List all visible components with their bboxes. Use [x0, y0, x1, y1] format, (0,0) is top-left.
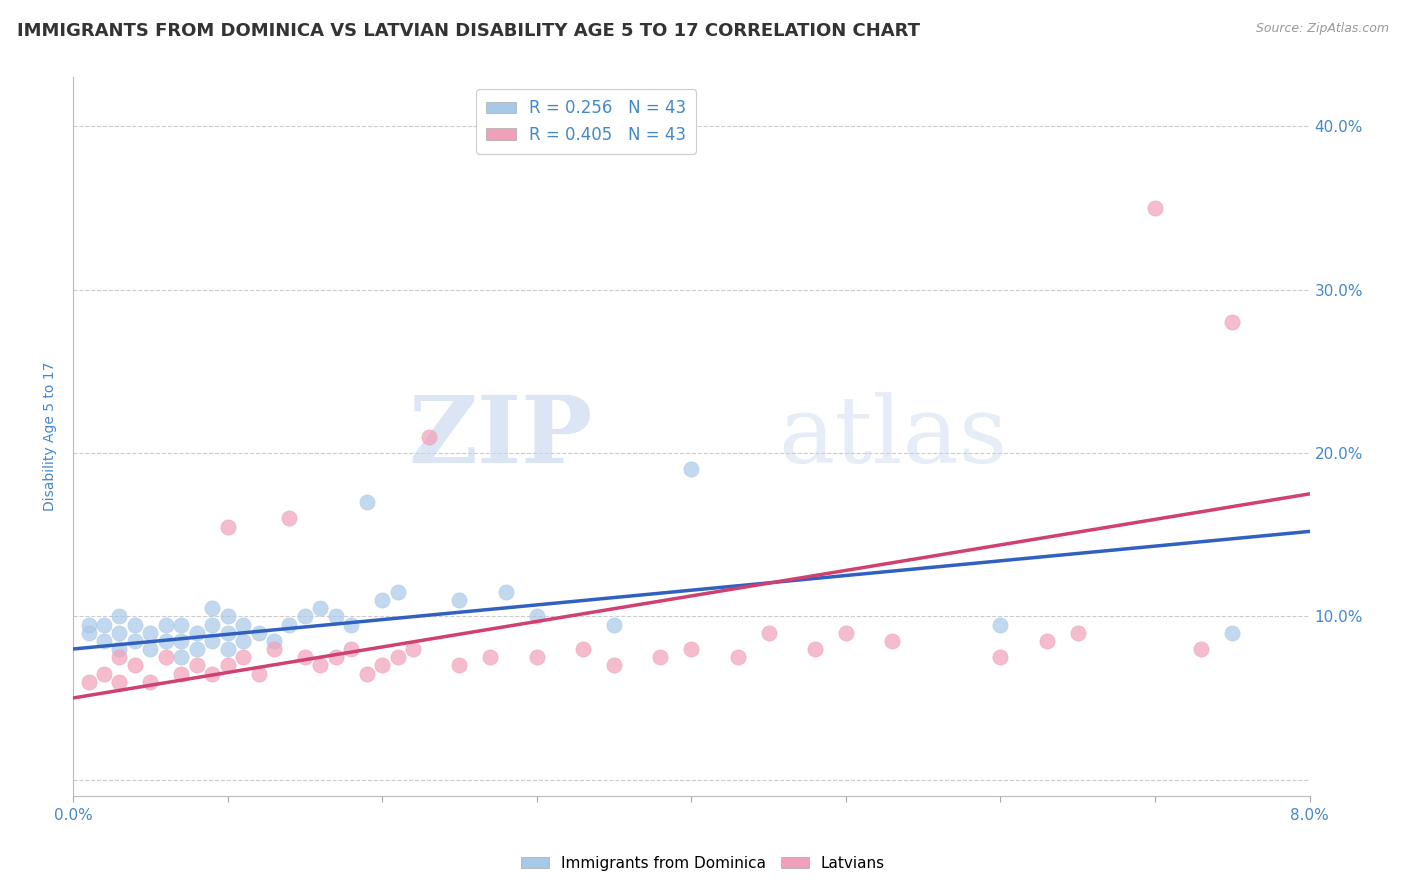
Legend: R = 0.256   N = 43, R = 0.405   N = 43: R = 0.256 N = 43, R = 0.405 N = 43 — [477, 89, 696, 153]
Point — [170, 633, 193, 648]
Point — [124, 617, 146, 632]
Point — [309, 658, 332, 673]
Point — [108, 609, 131, 624]
Point — [495, 585, 517, 599]
Point — [449, 593, 471, 607]
Point — [108, 625, 131, 640]
Point — [232, 650, 254, 665]
Point — [77, 625, 100, 640]
Point — [170, 650, 193, 665]
Point — [77, 617, 100, 632]
Point — [387, 585, 409, 599]
Point — [727, 650, 749, 665]
Point — [1189, 642, 1212, 657]
Point — [186, 625, 208, 640]
Point — [139, 625, 162, 640]
Point — [356, 495, 378, 509]
Point — [526, 650, 548, 665]
Point — [93, 633, 115, 648]
Point — [201, 617, 224, 632]
Point — [1036, 633, 1059, 648]
Point — [108, 642, 131, 657]
Point — [572, 642, 595, 657]
Point — [155, 633, 177, 648]
Point — [186, 658, 208, 673]
Point — [124, 658, 146, 673]
Point — [217, 642, 239, 657]
Point — [882, 633, 904, 648]
Point — [681, 462, 703, 476]
Point — [603, 658, 626, 673]
Point — [201, 666, 224, 681]
Point — [217, 625, 239, 640]
Point — [294, 609, 316, 624]
Point — [278, 617, 301, 632]
Point — [356, 666, 378, 681]
Point — [340, 642, 363, 657]
Point — [990, 617, 1012, 632]
Point — [139, 642, 162, 657]
Text: IMMIGRANTS FROM DOMINICA VS LATVIAN DISABILITY AGE 5 TO 17 CORRELATION CHART: IMMIGRANTS FROM DOMINICA VS LATVIAN DISA… — [17, 22, 920, 40]
Point — [108, 674, 131, 689]
Point — [603, 617, 626, 632]
Point — [449, 658, 471, 673]
Point — [681, 642, 703, 657]
Point — [309, 601, 332, 615]
Legend: Immigrants from Dominica, Latvians: Immigrants from Dominica, Latvians — [515, 850, 891, 877]
Point — [418, 430, 440, 444]
Point — [139, 674, 162, 689]
Point — [217, 519, 239, 533]
Point — [155, 650, 177, 665]
Point — [232, 633, 254, 648]
Text: Source: ZipAtlas.com: Source: ZipAtlas.com — [1256, 22, 1389, 36]
Point — [278, 511, 301, 525]
Point — [371, 658, 394, 673]
Point — [93, 666, 115, 681]
Point — [758, 625, 780, 640]
Point — [263, 642, 285, 657]
Point — [526, 609, 548, 624]
Point — [217, 658, 239, 673]
Point — [247, 666, 270, 681]
Point — [108, 650, 131, 665]
Point — [1220, 315, 1243, 329]
Point — [294, 650, 316, 665]
Point — [170, 617, 193, 632]
Point — [232, 617, 254, 632]
Point — [835, 625, 858, 640]
Point — [93, 617, 115, 632]
Point — [201, 633, 224, 648]
Point — [325, 650, 347, 665]
Y-axis label: Disability Age 5 to 17: Disability Age 5 to 17 — [44, 362, 58, 511]
Point — [217, 609, 239, 624]
Point — [1066, 625, 1088, 640]
Point — [325, 609, 347, 624]
Point — [804, 642, 827, 657]
Point — [650, 650, 672, 665]
Point — [201, 601, 224, 615]
Point — [155, 617, 177, 632]
Text: ZIP: ZIP — [408, 392, 592, 482]
Point — [479, 650, 502, 665]
Point — [387, 650, 409, 665]
Point — [263, 633, 285, 648]
Point — [1143, 201, 1166, 215]
Point — [170, 666, 193, 681]
Point — [1220, 625, 1243, 640]
Point — [402, 642, 425, 657]
Point — [247, 625, 270, 640]
Point — [77, 674, 100, 689]
Text: atlas: atlas — [778, 392, 1007, 482]
Point — [990, 650, 1012, 665]
Point — [186, 642, 208, 657]
Point — [371, 593, 394, 607]
Point — [340, 617, 363, 632]
Point — [124, 633, 146, 648]
